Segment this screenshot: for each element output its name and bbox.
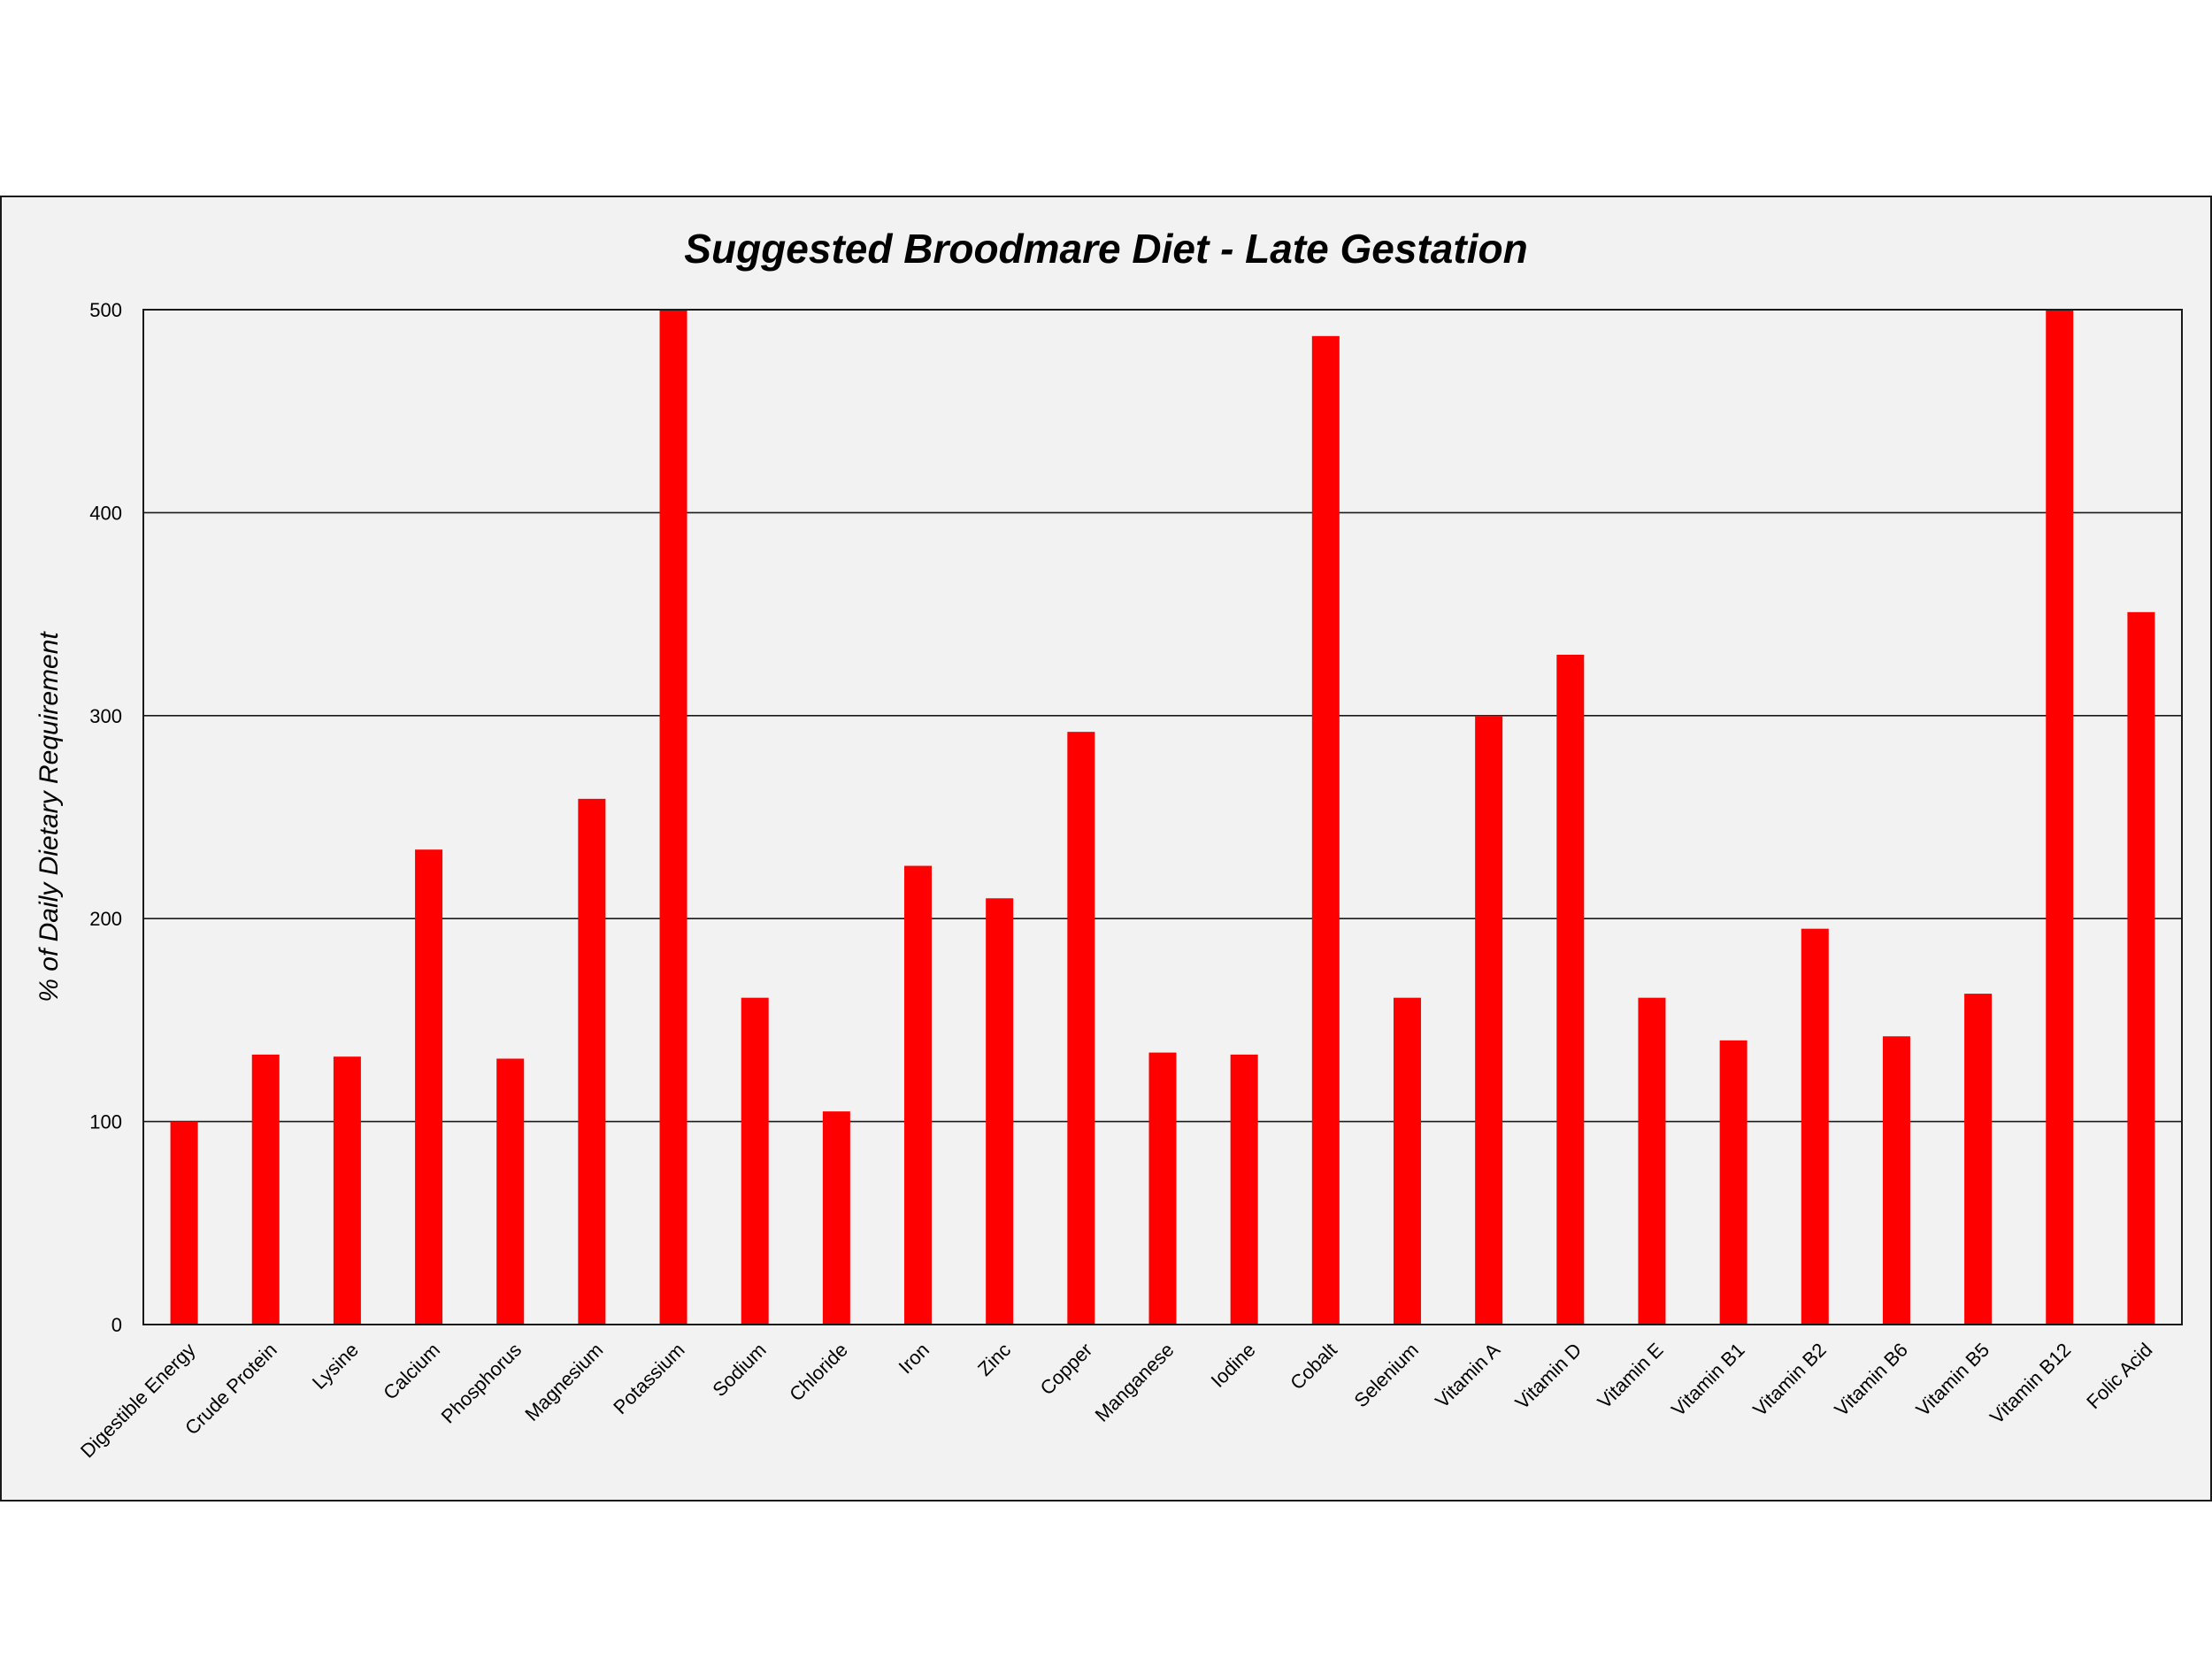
bar-vitamin-b1	[1719, 1040, 1747, 1325]
bar-iodine	[1230, 1054, 1258, 1325]
x-tick-label: Sodium	[708, 1339, 770, 1401]
bar-vitamin-b12	[2046, 310, 2074, 1325]
x-tick-label: Iodine	[1207, 1339, 1260, 1392]
bar-magnesium	[578, 798, 606, 1325]
x-tick-label: Folic Acid	[2082, 1339, 2156, 1413]
x-tick-label: Phosphorus	[437, 1339, 526, 1428]
bar-phosphorus	[496, 1058, 525, 1325]
bar-vitamin-a	[1475, 715, 1503, 1325]
x-tick-label: Vitamin B2	[1748, 1339, 1831, 1421]
bar-manganese	[1148, 1052, 1177, 1325]
bar-vitamin-b2	[1801, 928, 1829, 1325]
x-tick-label: Manganese	[1091, 1339, 1179, 1426]
bar-lysine	[333, 1056, 361, 1325]
x-tick-label: Chloride	[785, 1339, 852, 1406]
bar-folic-acid	[2127, 611, 2155, 1325]
bar-selenium	[1393, 997, 1421, 1325]
bar-digestible-energy	[170, 1121, 198, 1325]
x-tick-label: Digestible Energy	[76, 1339, 200, 1463]
x-tick-label: Vitamin B5	[1912, 1339, 1994, 1421]
y-tick-label: 200	[89, 908, 122, 930]
bar-vitamin-b5	[1964, 994, 1993, 1325]
bar-sodium	[741, 997, 769, 1325]
bars	[170, 310, 2155, 1325]
x-tick-label: Copper	[1036, 1339, 1097, 1400]
x-tick-label: Vitamin D	[1511, 1339, 1586, 1414]
x-tick-label: Vitamin E	[1594, 1339, 1668, 1413]
x-tick-label: Cobalt	[1286, 1339, 1341, 1394]
x-tick-label: Vitamin B1	[1667, 1339, 1749, 1421]
y-tick-label: 100	[89, 1111, 122, 1133]
bar-copper	[1067, 732, 1095, 1325]
bar-zinc	[986, 898, 1014, 1325]
bar-cobalt	[1311, 335, 1340, 1325]
bar-vitamin-e	[1638, 997, 1666, 1325]
x-tick-label: Lysine	[308, 1339, 363, 1394]
y-axis-title: % of Daily Dietary Requirement	[35, 631, 64, 1002]
x-tick-label: Vitamin B12	[1985, 1339, 2075, 1428]
bar-iron	[904, 865, 933, 1325]
bar-crude-protein	[251, 1054, 280, 1325]
x-tick-label: Zinc	[973, 1339, 1015, 1380]
x-tick-label: Vitamin A	[1431, 1339, 1504, 1412]
bar-potassium	[659, 310, 687, 1325]
bar-vitamin-d	[1556, 654, 1585, 1325]
chart-area	[0, 196, 2212, 1502]
bar-chloride	[822, 1111, 850, 1325]
x-tick-label: Vitamin B6	[1830, 1339, 1912, 1421]
x-tick-label: Potassium	[609, 1339, 688, 1418]
plot-area-border	[142, 309, 2183, 1325]
chart-title: Suggested Broodmare Diet - Late Gestatio…	[684, 226, 1528, 272]
y-tick-label: 400	[89, 502, 122, 524]
y-tick-label: 300	[89, 705, 122, 727]
x-tick-label: Magnesium	[520, 1339, 607, 1425]
bar-vitamin-b6	[1882, 1036, 1910, 1325]
y-tick-label: 500	[89, 299, 122, 321]
x-tick-label: Iron	[895, 1339, 933, 1378]
bar-calcium	[415, 849, 443, 1325]
y-tick-label: 0	[111, 1314, 122, 1336]
x-tick-label: Calcium	[379, 1339, 444, 1404]
x-tick-label: Selenium	[1349, 1339, 1423, 1412]
y-axis-ticks: 0 100 200 300 400 500	[89, 299, 122, 1336]
